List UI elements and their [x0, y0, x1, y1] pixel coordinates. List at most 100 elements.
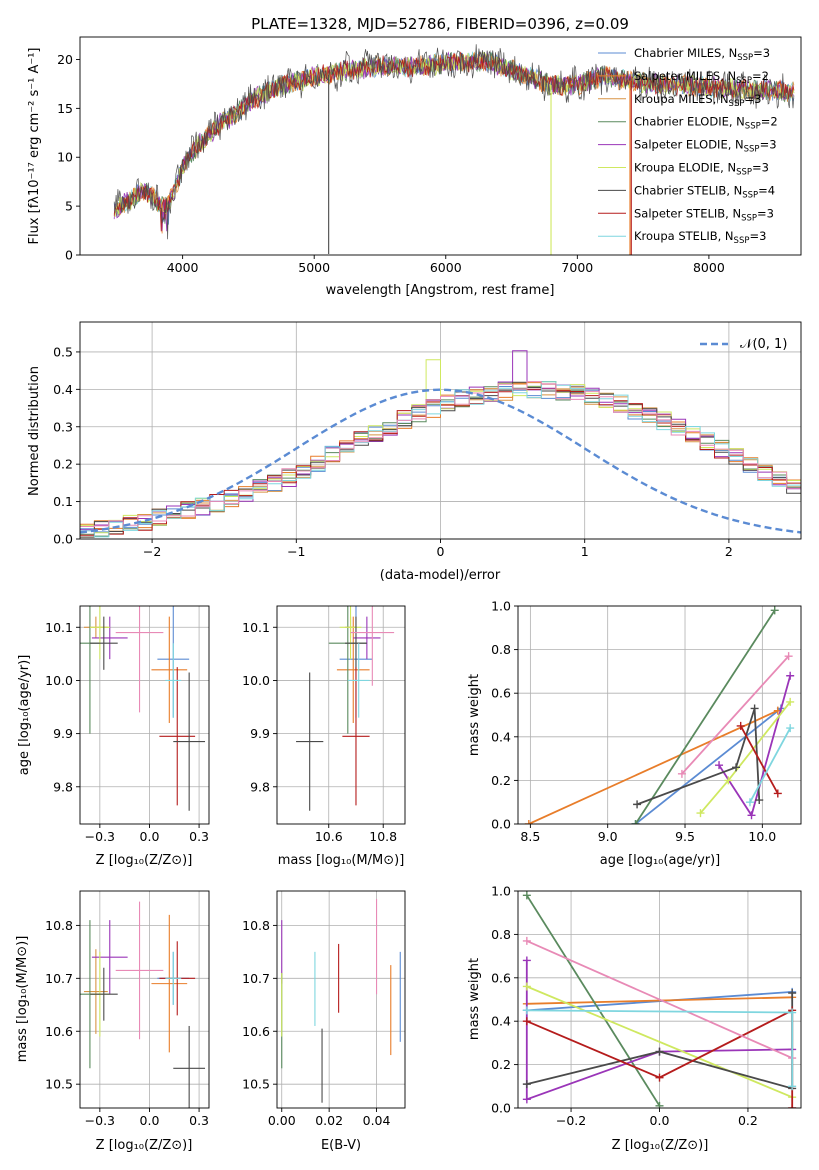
weight-marker-7	[522, 1017, 531, 1026]
residual-histogram-panel: −2 −1 0 1 2 0.0 0.1 0.2 0.3 0.4 0.5	[53, 321, 802, 559]
weight-marker-8	[784, 652, 793, 661]
axes-frame	[517, 605, 802, 825]
tick-label-x: 5000	[298, 260, 330, 275]
legend-label-5: Salpeter ELODIE, NSSP=3	[634, 138, 777, 155]
weight-marker-6	[655, 1047, 664, 1056]
histogram-step-5	[80, 350, 801, 531]
weight-marker-6	[750, 704, 759, 713]
tick-label-x: −1	[287, 544, 305, 559]
plot-area	[524, 606, 795, 824]
tick-label-y: 9.8	[53, 779, 73, 794]
tick-label-y: 0.2	[491, 773, 511, 788]
age-vs-metallicity-panel: −0.3 0.0 0.3 9.8 9.9 10.0 10.1	[45, 605, 210, 844]
tick-label-y: 0.0	[53, 532, 73, 547]
axes-frame	[79, 605, 210, 825]
legend-label-3: Kroupa MILES, NSSP=3	[634, 92, 761, 109]
spectrum-line-5	[113, 51, 795, 224]
weight-marker-6	[788, 988, 797, 997]
tick-label-y: 0.8	[491, 927, 511, 942]
weight-marker-9	[788, 1082, 797, 1091]
tick-label-x: 0	[437, 544, 445, 559]
tick-label-y: 10	[57, 150, 73, 165]
tick-label-x: 0.0	[140, 829, 160, 844]
tick-label-x: 0.04	[363, 1113, 391, 1128]
plot-area	[80, 350, 801, 538]
weight-marker-9	[788, 1008, 797, 1017]
tick-label-x: −0.3	[85, 1113, 115, 1128]
tick-label-y: 0.3	[53, 419, 73, 434]
tick-label-y: 0.6	[491, 970, 511, 985]
legend-label-7: Chabrier STELIB, NSSP=4	[634, 183, 775, 200]
weight-line-4	[525, 960, 793, 1101]
tick-label-y: 10.6	[45, 1024, 73, 1039]
weight-marker-9	[522, 1006, 531, 1015]
tick-label-y: 9.8	[250, 779, 270, 794]
mass-z-ylabel: mass [log₁₀(M/M⊙)]	[15, 936, 30, 1063]
plot-area	[281, 898, 401, 1103]
weight-marker-3	[770, 606, 779, 615]
tick-label-y: 0.4	[491, 729, 511, 744]
weight-marker-4	[522, 1095, 531, 1104]
weight-line-8	[681, 655, 790, 775]
weight-vs-age-panel: 8.5 9.0 9.5 10.0 0.0 0.2 0.4 0.6 0.8 1.0	[491, 599, 802, 844]
age-z-ylabel: age [log₁₀(age/yr)]	[17, 655, 32, 776]
tick-label-y: 0.1	[53, 494, 73, 509]
weight-marker-9	[786, 724, 795, 733]
tick-label-y: 9.9	[53, 726, 73, 741]
weight-marker-8	[522, 936, 531, 945]
axes-frame	[276, 605, 406, 825]
tick-label-y: 10.7	[45, 971, 73, 986]
mass-vs-metallicity-panel: −0.3 0.0 0.3 10.5 10.6 10.7 10.8	[45, 890, 210, 1128]
age-z-xlabel: Z [log₁₀(Z/Z⊙)]	[96, 853, 193, 868]
tick-label-x: 10.6	[315, 829, 343, 844]
tick-label-y: 1.0	[491, 884, 511, 899]
weight-marker-6	[732, 763, 741, 772]
weight-marker-7	[655, 1073, 664, 1082]
figure-title: PLATE=1328, MJD=52786, FIBERID=0396, z=0…	[251, 15, 629, 33]
weight-line-2	[526, 996, 793, 1005]
tick-label-x: 8.5	[520, 829, 540, 844]
weight-marker-3	[631, 820, 640, 824]
tick-label-y: 0	[65, 248, 73, 263]
plot-area	[80, 606, 206, 811]
spectrum-line-9	[113, 44, 795, 240]
histogram-step-9	[80, 381, 801, 538]
tick-label-x: 4000	[167, 260, 199, 275]
weight-line-5	[699, 701, 791, 814]
histogram-step-8	[80, 383, 801, 536]
tick-label-x: 6000	[430, 260, 462, 275]
spectrum-panel: 4000 5000 6000 7000 8000 0 5 10 15 20 Chabrier MIL…	[57, 36, 802, 275]
spectrum-xlabel: wavelength [Angstrom, rest frame]	[326, 283, 555, 298]
weight-vs-metallicity-panel: −0.2 0.0 0.2 0.0 0.2 0.4 0.6 0.8 1.0	[491, 884, 802, 1128]
weight-line-3	[526, 894, 661, 1107]
axes-frame	[79, 36, 802, 256]
weight-marker-5	[522, 982, 531, 991]
tick-label-x: 8000	[693, 260, 725, 275]
tick-label-y: 9.9	[250, 726, 270, 741]
weight-marker-7	[788, 1104, 797, 1108]
tick-label-x: 0.3	[189, 1113, 209, 1128]
tick-label-y: 10.1	[242, 620, 270, 635]
legend-label-2: Salpeter MILES, NSSP=2	[634, 69, 769, 86]
tick-label-y: 0.4	[491, 1014, 511, 1029]
tick-label-y: 10.0	[45, 673, 73, 688]
weight-age-ylabel: mass weight	[467, 674, 482, 756]
histogram-step-3	[80, 382, 801, 538]
tick-label-y: 10.6	[242, 1024, 270, 1039]
plot-area	[296, 606, 395, 811]
weight-marker-9	[745, 798, 754, 807]
tick-label-x: 1	[581, 544, 589, 559]
weight-marker-6	[522, 1080, 531, 1089]
legend-label-1: Chabrier MILES, NSSP=3	[634, 46, 770, 63]
tick-label-y: 0.0	[491, 817, 511, 832]
tick-label-y: 0.2	[53, 457, 73, 472]
tick-label-y: 10.7	[242, 971, 270, 986]
weight-line-7	[739, 725, 779, 794]
weight-marker-4	[786, 671, 795, 680]
tick-label-x: 0.0	[140, 1113, 160, 1128]
axes-frame	[517, 890, 802, 1109]
tick-label-y: 10.1	[45, 620, 73, 635]
tick-label-y: 10.5	[45, 1077, 73, 1092]
weight-marker-7	[773, 789, 782, 798]
tick-label-y: 0.2	[491, 1057, 511, 1072]
